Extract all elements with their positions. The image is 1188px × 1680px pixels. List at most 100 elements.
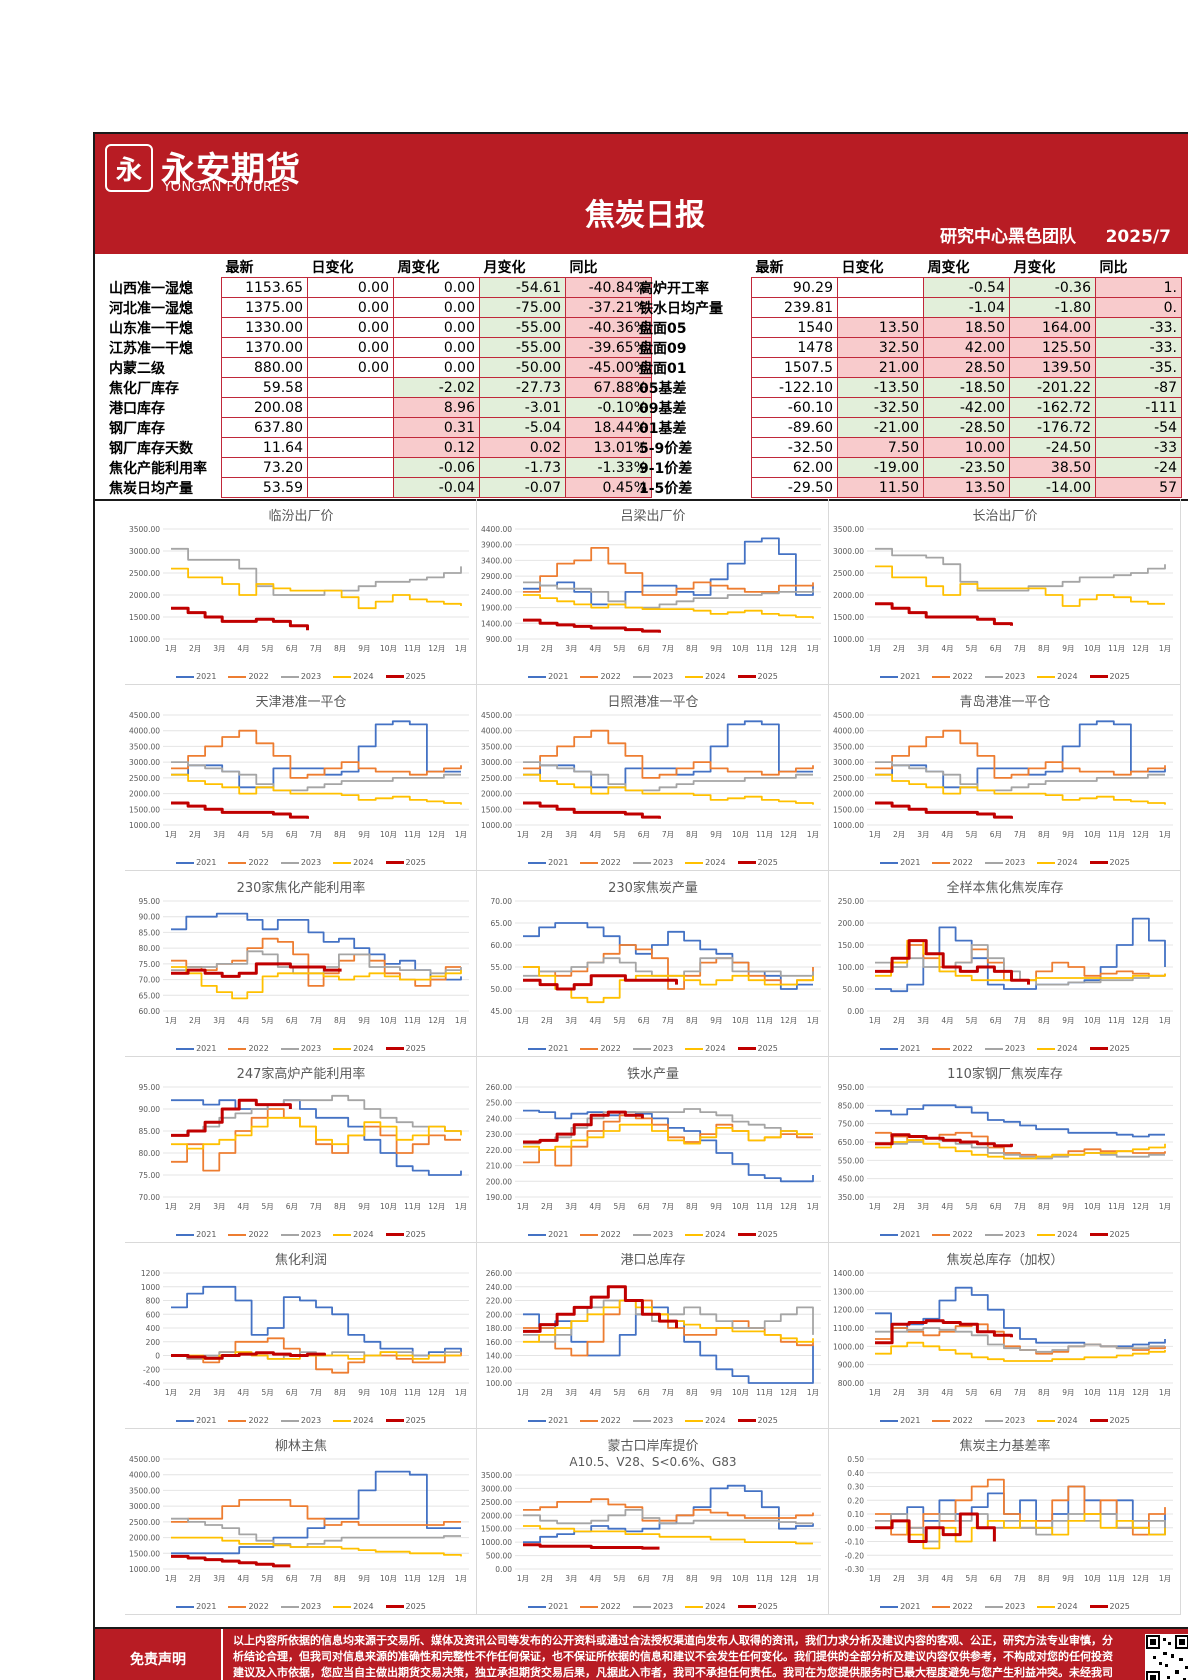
- series-line-2021: [523, 1484, 814, 1543]
- table-cell: 125.50: [1009, 337, 1096, 358]
- y-tick-label: 3000.00: [129, 1502, 160, 1511]
- table-cell: -32.50: [751, 437, 838, 458]
- x-tick-label: 4月: [589, 644, 601, 653]
- table-cell: -0.04: [393, 477, 480, 498]
- x-tick-label: 11月: [404, 830, 421, 839]
- y-tick-label: 240.00: [486, 1283, 512, 1292]
- series-line-2024: [171, 966, 462, 1000]
- table-cell: 164.00: [1009, 317, 1096, 338]
- legend-item: 2024: [685, 672, 726, 681]
- line-chart: 3500.00 3000.00 2500.00 2000.00 1500.00 1000.…: [129, 525, 469, 653]
- x-tick-label: 10月: [732, 1202, 749, 1211]
- table-row: 钢厂库存天数 11.64 0.12 0.02 13.01%: [105, 437, 652, 458]
- x-tick-label: 1月: [807, 1388, 819, 1397]
- chart-legend: 2021 2022 2023 2024 2025: [477, 858, 829, 867]
- x-tick-label: 2月: [541, 1016, 553, 1025]
- table-row: 河北准一湿熄 1375.00 0.00 0.00 -75.00 -37.21%: [105, 297, 652, 318]
- x-tick-label: 2月: [893, 1388, 905, 1397]
- table-header: 同比: [569, 260, 598, 276]
- legend-item: 2023: [280, 858, 321, 867]
- y-tick-label: 75.00: [139, 1171, 161, 1180]
- x-tick-label: 1月: [455, 1574, 467, 1583]
- x-tick-label: 1月: [1159, 1202, 1171, 1211]
- table-row: 高炉开工率 90.29 -0.54 -0.36 1.: [635, 277, 1182, 298]
- x-tick-label: 1月: [455, 1202, 467, 1211]
- x-tick-label: 1月: [455, 830, 467, 839]
- table-cell: -1.04: [923, 297, 1010, 318]
- table-cell: -35.: [1095, 357, 1182, 378]
- table-row: 港口库存 200.08 8.96 -3.01 -0.10%: [105, 397, 652, 418]
- y-tick-label: 2900.00: [481, 572, 512, 581]
- table-cell: 57: [1095, 477, 1182, 498]
- y-tick-label: 2000.00: [833, 790, 864, 799]
- row-label: 山西准一湿熄: [109, 280, 193, 297]
- page-title: 焦炭日报: [585, 198, 705, 233]
- y-tick-label: 2000.00: [129, 790, 160, 799]
- table-cell: -75.00: [479, 297, 566, 318]
- x-tick-label: 11月: [404, 1388, 421, 1397]
- y-tick-label: 220.00: [486, 1297, 512, 1306]
- x-tick-label: 9月: [358, 1388, 370, 1397]
- x-tick-label: 6月: [286, 1016, 298, 1025]
- legend-item: 2025: [737, 858, 778, 867]
- y-tick-label: 2000.00: [481, 1511, 512, 1520]
- chart-panel: 焦化利润 1200 1000 800 600 400 200 0 -200 -400 1月 2月 3月 4…: [125, 1243, 477, 1429]
- chart-panel: 蒙古口岸库提价 A10.5、V28、S<0.6%、G83 3500.00 3000.0…: [477, 1429, 829, 1615]
- legend-item: 2021: [176, 1602, 216, 1611]
- series-line-2025: [875, 1133, 1013, 1148]
- x-tick-label: 1月: [807, 1574, 819, 1583]
- x-tick-label: 10月: [732, 830, 749, 839]
- x-tick-label: 11月: [1108, 1202, 1125, 1211]
- x-tick-label: 12月: [780, 644, 797, 653]
- y-tick-label: 45.00: [491, 1007, 513, 1016]
- chart-title: 蒙古口岸库提价: [607, 1439, 699, 1454]
- line-chart: 4500.00 4000.00 3500.00 3000.00 2500.00 2000.…: [129, 1455, 469, 1583]
- line-chart: 950.00 850.00 750.00 650.00 550.00 450.00 350.…: [838, 1083, 1173, 1211]
- legend-item: 2023: [632, 1230, 673, 1239]
- table-cell: [307, 417, 394, 438]
- y-tick-label: 1000: [141, 1283, 160, 1292]
- series-line-2023: [523, 581, 814, 609]
- table-cell: -50.00: [479, 357, 566, 378]
- table-cell: -0.07: [479, 477, 566, 498]
- legend-item: 2025: [385, 1602, 426, 1611]
- y-tick-label: 220.00: [486, 1146, 512, 1155]
- legend-item: 2024: [1037, 1416, 1078, 1425]
- x-tick-label: 2月: [541, 644, 553, 653]
- line-chart: 4500.00 4000.00 3500.00 3000.00 2500.00 2000.…: [129, 711, 469, 839]
- table-cell: -162.72: [1009, 397, 1096, 418]
- y-tick-label: 120.00: [486, 1365, 512, 1374]
- y-tick-label: 100.00: [486, 1379, 512, 1388]
- x-tick-label: 5月: [966, 830, 978, 839]
- y-tick-label: 850.00: [838, 1101, 864, 1110]
- table-header: 月变化: [1013, 260, 1056, 276]
- y-tick-label: 3000.00: [129, 758, 160, 767]
- legend-item: 2025: [737, 1230, 778, 1239]
- x-tick-label: 6月: [990, 644, 1002, 653]
- y-tick-label: 3000.00: [129, 547, 160, 556]
- series-line-2024: [171, 773, 462, 805]
- x-tick-label: 5月: [262, 1202, 274, 1211]
- series-line-2024: [523, 773, 814, 805]
- y-tick-label: 3000.00: [833, 758, 864, 767]
- table-cell: 1540: [751, 317, 838, 338]
- x-tick-label: 3月: [917, 1016, 929, 1025]
- chart-panel: 全样本焦化焦炭库存 250.00 200.00 150.00 100.00 50.00 0.…: [829, 871, 1181, 1057]
- row-label: 钢厂库存天数: [109, 440, 193, 457]
- table-row: 焦化产能利用率 73.20 -0.06 -1.73 -1.33%: [105, 457, 652, 478]
- x-tick-label: 11月: [404, 1574, 421, 1583]
- table-row: 江苏准一干熄 1370.00 0.00 0.00 -55.00 -39.65%: [105, 337, 652, 358]
- y-tick-label: 95.00: [139, 897, 161, 906]
- company-logo-icon: 永: [105, 144, 153, 192]
- x-tick-label: 7月: [1014, 1202, 1026, 1211]
- x-tick-label: 6月: [638, 830, 650, 839]
- legend-item: 2021: [528, 858, 568, 867]
- x-tick-label: 2月: [893, 644, 905, 653]
- table-cell: 32.50: [837, 337, 924, 358]
- x-tick-label: 2月: [189, 830, 201, 839]
- x-tick-label: 8月: [334, 1016, 346, 1025]
- x-tick-label: 5月: [614, 830, 626, 839]
- legend-item: 2022: [932, 1230, 973, 1239]
- chart-legend: 2021 2022 2023 2024 2025: [829, 1044, 1181, 1053]
- x-tick-label: 10月: [380, 1574, 397, 1583]
